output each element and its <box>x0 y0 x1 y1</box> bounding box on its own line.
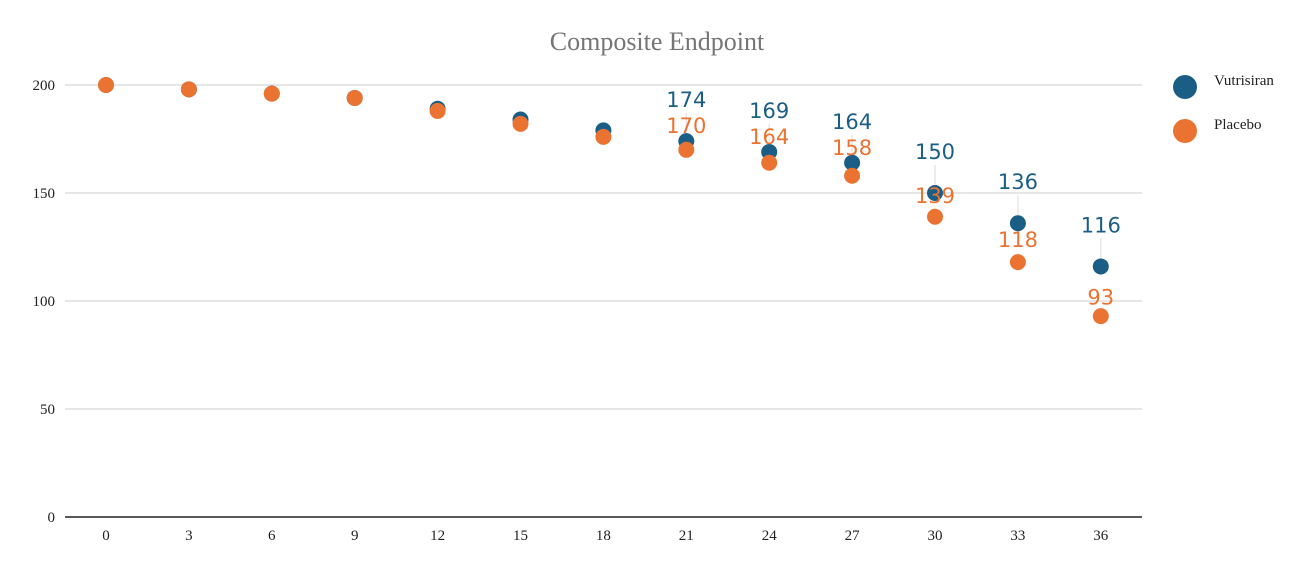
point-placebo-3 <box>180 81 197 98</box>
data-label-vutrisiran: 169 <box>749 99 789 123</box>
x-tick-label: 6 <box>268 528 276 544</box>
x-tick-label: 36 <box>1093 528 1109 544</box>
data-label-vutrisiran: 164 <box>832 110 872 134</box>
x-tick-label: 33 <box>1010 528 1025 544</box>
x-tick-label: 27 <box>845 528 861 544</box>
x-tick-label: 18 <box>596 528 611 544</box>
x-tick-label: 30 <box>928 528 943 544</box>
chart-title: Composite Endpoint <box>550 27 765 56</box>
x-tick-label: 15 <box>513 528 528 544</box>
data-label-placebo: 93 <box>1087 285 1114 309</box>
x-tick-label: 0 <box>102 528 110 544</box>
point-placebo-6 <box>263 85 280 102</box>
y-tick-label: 50 <box>40 402 55 418</box>
point-placebo-24 <box>761 154 778 171</box>
data-label-placebo: 170 <box>666 114 706 138</box>
point-placebo-9 <box>346 89 363 106</box>
data-label-vutrisiran: 136 <box>998 170 1038 194</box>
point-placebo-33 <box>1009 254 1026 271</box>
point-placebo-15 <box>512 115 529 132</box>
data-label-vutrisiran: 174 <box>666 88 706 112</box>
x-tick-label: 21 <box>679 528 694 544</box>
point-placebo-36 <box>1092 308 1109 325</box>
point-placebo-30 <box>927 208 943 225</box>
point-vutrisiran-33 <box>1009 215 1026 232</box>
point-vutrisiran-27 <box>844 154 861 171</box>
x-tick-label: 24 <box>762 528 778 544</box>
y-tick-label: 150 <box>33 186 56 202</box>
data-label-placebo: 118 <box>998 228 1038 252</box>
gridlines <box>65 84 1142 410</box>
y-axis-tick-labels: 0 50 100 150 200 <box>33 78 56 526</box>
data-label-placebo: 158 <box>832 136 872 160</box>
point-placebo-0 <box>98 77 114 93</box>
point-vutrisiran-36 <box>1092 258 1109 275</box>
point-placebo-12 <box>429 102 446 119</box>
point-vutrisiran-30 <box>927 185 943 201</box>
data-label-placebo: 139 <box>915 184 955 208</box>
x-axis-tick-labels: 0 3 6 9 12 15 18 21 24 27 30 33 36 <box>102 528 1109 544</box>
point-placebo-18 <box>595 128 612 145</box>
legend-label-vutrisiran: Vutrisiran <box>1214 73 1274 89</box>
legend: Vutrisiran Placebo <box>1173 73 1274 143</box>
legend-marker-placebo <box>1173 119 1197 143</box>
x-tick-label: 12 <box>430 528 445 544</box>
data-label-vutrisiran: 150 <box>915 140 955 164</box>
point-placebo-21 <box>678 141 695 158</box>
legend-marker-vutrisiran <box>1173 75 1197 99</box>
x-tick-label: 9 <box>351 528 359 544</box>
y-tick-label: 200 <box>33 78 56 94</box>
x-tick-label: 3 <box>185 528 193 544</box>
point-placebo-27 <box>844 167 861 184</box>
data-points <box>98 77 1109 325</box>
y-tick-label: 0 <box>48 510 56 526</box>
y-tick-label: 100 <box>33 294 56 310</box>
data-label-placebo: 164 <box>749 125 789 149</box>
data-label-vutrisiran: 116 <box>1081 213 1121 237</box>
legend-label-placebo: Placebo <box>1214 117 1261 133</box>
